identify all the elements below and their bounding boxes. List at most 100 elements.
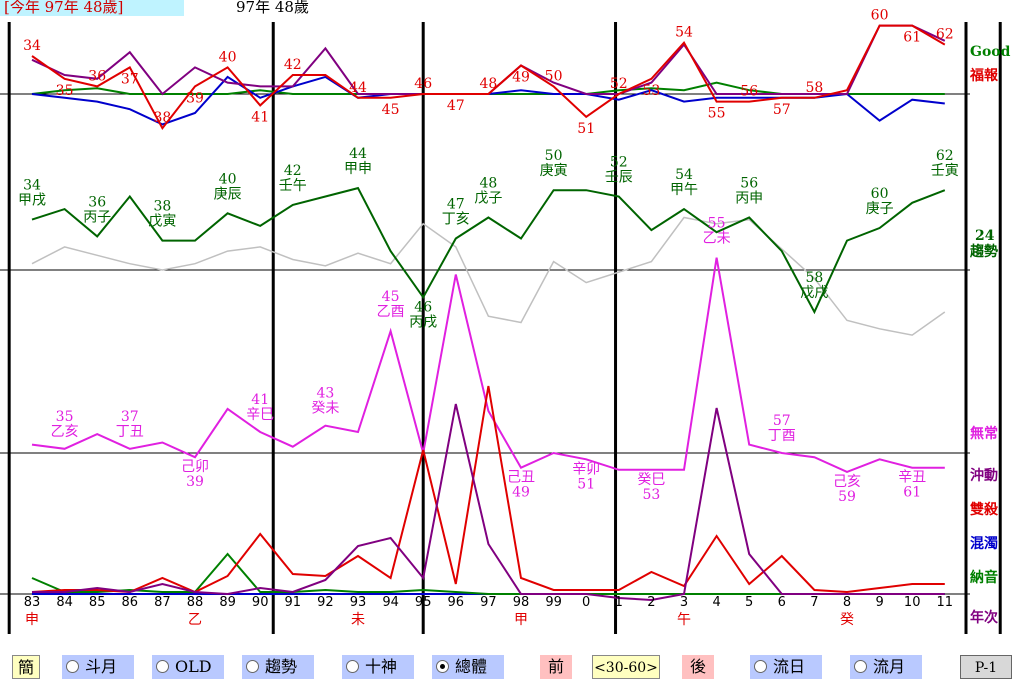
x-tick-83: 83 — [24, 595, 41, 610]
x-tick-2: 2 — [647, 595, 655, 610]
label-qushi-num-44: 44 — [349, 146, 367, 162]
label-qushi-gz-44: 甲申 — [344, 161, 372, 177]
radio-dot-icon — [66, 660, 79, 673]
radio-douyue[interactable]: 斗月 — [62, 655, 134, 679]
label-wuchang-gz-53: 癸巳 — [637, 472, 665, 488]
radio-dot-icon — [156, 660, 169, 673]
label-fubao-42: 42 — [284, 57, 302, 73]
label-wuchang-num-39: 39 — [186, 474, 204, 490]
age-label: 97年 48歲 — [236, 0, 309, 16]
label-fubao-36: 36 — [88, 68, 106, 84]
radio-old[interactable]: OLD — [152, 655, 224, 679]
radio-liuri[interactable]: 流日 — [750, 655, 822, 679]
label-wuchang-gz-59: 己亥 — [833, 474, 861, 490]
x-tick-3: 3 — [680, 595, 688, 610]
label-fubao-46: 46 — [414, 76, 432, 92]
x-tick-4: 4 — [712, 595, 720, 610]
label-qushi-gz-40: 庚辰 — [214, 186, 242, 202]
label-qushi-num-47: 47 — [447, 197, 465, 213]
x-branch-label-0: 申 — [25, 612, 39, 628]
prev-button[interactable]: 前 — [540, 655, 572, 679]
label-wuchang-gz-61: 辛丑 — [898, 470, 926, 486]
radio-zongti[interactable]: 總體 — [432, 655, 504, 679]
x-tick-84: 84 — [56, 595, 73, 610]
x-tick-6: 6 — [778, 595, 786, 610]
label-fubao-51: 51 — [577, 121, 595, 137]
label-fubao-56: 56 — [740, 84, 758, 100]
label-fubao-49: 49 — [512, 70, 530, 86]
label-fubao-34: 34 — [23, 38, 41, 54]
label-fubao-39: 39 — [186, 90, 204, 106]
label-wuchang-gz-41: 辛巳 — [246, 407, 274, 423]
x-tick-94: 94 — [382, 595, 399, 610]
label-fubao-52: 52 — [610, 76, 628, 92]
chart-grid — [0, 22, 1002, 634]
label-wuchang-gz-35: 乙亥 — [51, 424, 79, 440]
x-tick-89: 89 — [219, 595, 236, 610]
x-branch-label-2: 未 — [351, 612, 365, 628]
x-branch-label-1: 乙 — [188, 612, 202, 628]
label-qushi-gz-56: 丙申 — [735, 191, 763, 207]
label-qushi-gz-34: 甲戌 — [18, 193, 46, 209]
label-wuchang-gz-57: 丁酉 — [768, 428, 796, 444]
right-label-qushi: 趨勢 — [969, 243, 998, 260]
label-wuchang-num-53: 53 — [642, 487, 660, 503]
label-qushi-gz-55: 乙未 — [703, 231, 731, 247]
next-button[interactable]: 後 — [682, 655, 714, 679]
label-fubao-40: 40 — [219, 49, 237, 65]
label-qushi-num-48: 48 — [479, 176, 497, 192]
simple-button[interactable]: 簡 — [12, 655, 40, 679]
label-fubao-44: 44 — [349, 80, 367, 96]
label-qushi-num-54: 54 — [675, 167, 693, 183]
chart-series — [31, 24, 946, 602]
label-fubao-62: 62 — [936, 27, 954, 43]
x-tick-87: 87 — [154, 595, 171, 610]
x-tick-9: 9 — [875, 595, 883, 610]
series-nayin-green — [31, 552, 945, 595]
label-wuchang-gz-39: 己卯 — [181, 459, 209, 475]
label-fubao-41: 41 — [251, 109, 269, 125]
label-fubao-57: 57 — [773, 102, 791, 118]
radio-liuyue[interactable]: 流月 — [850, 655, 922, 679]
label-wuchang-num-61: 61 — [903, 485, 921, 501]
radio-dot-icon — [854, 660, 867, 673]
page-button[interactable]: P-1 — [960, 655, 1012, 679]
label-wuchang-num-57: 57 — [773, 413, 791, 429]
x-tick-1: 1 — [615, 595, 623, 610]
x-tick-98: 98 — [513, 595, 530, 610]
range-button[interactable]: <30-60> — [592, 655, 660, 679]
x-tick-10: 10 — [904, 595, 921, 610]
right-label-hunzhuo: 混濁 — [970, 536, 998, 552]
x-tick-5: 5 — [745, 595, 753, 610]
radio-dot-selected-icon — [436, 660, 449, 673]
radio-qushi[interactable]: 趨勢 — [242, 655, 314, 679]
label-fubao-45: 45 — [382, 102, 400, 118]
x-tick-8: 8 — [843, 595, 851, 610]
right-label-nianci: 年次 — [970, 609, 998, 626]
x-branch-label-5: 癸 — [840, 612, 854, 628]
series-wuchang-magenta — [31, 257, 945, 473]
label-qushi-num-56: 56 — [740, 176, 758, 192]
label-qushi-gz-36: 丙子 — [83, 209, 111, 225]
label-fubao-53: 53 — [642, 83, 660, 99]
label-wuchang-num-41: 41 — [251, 392, 269, 408]
label-fubao-35: 35 — [56, 83, 74, 99]
label-wuchang-gz-37: 丁丑 — [116, 424, 144, 440]
label-qushi-num-34: 34 — [23, 178, 41, 194]
label-wuchang-num-51: 51 — [577, 476, 595, 492]
this-year-label: [今年 97年 48歲] — [0, 0, 184, 16]
x-tick-93: 93 — [350, 595, 367, 610]
radio-shishen[interactable]: 十神 — [342, 655, 414, 679]
chart-x-axis: 83 84 85 86 87 88 89 90 91 92 93 94 95 96 97 98 99 0 1 2 3 4 5… — [24, 595, 953, 628]
series-qushi-green — [31, 186, 946, 315]
label-wuchang-num-35: 35 — [56, 409, 74, 425]
label-wuchang-gz-49: 己丑 — [507, 470, 535, 486]
x-tick-95: 95 — [415, 595, 432, 610]
control-bar: 簡 斗月 OLD 趨勢 十神 總體 前 <30-60> 後 流日 流月 P-1 — [0, 650, 1023, 694]
x-tick-90: 90 — [252, 595, 269, 610]
label-wuchang-gz-51: 辛卯 — [572, 461, 600, 477]
right-label-fubao: 福報 — [969, 67, 999, 84]
series-chongdong-purple — [32, 403, 945, 602]
label-fubao-55: 55 — [708, 106, 726, 122]
